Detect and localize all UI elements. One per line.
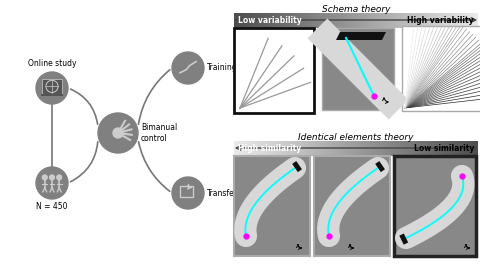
Circle shape: [98, 113, 138, 153]
Polygon shape: [399, 233, 408, 245]
Circle shape: [49, 175, 54, 180]
Polygon shape: [292, 161, 302, 172]
FancyBboxPatch shape: [234, 28, 314, 113]
Circle shape: [172, 52, 204, 84]
Text: High variability: High variability: [408, 16, 474, 25]
FancyBboxPatch shape: [42, 79, 61, 94]
FancyBboxPatch shape: [402, 26, 480, 111]
Text: High similarity: High similarity: [238, 144, 301, 153]
Text: Low similarity: Low similarity: [414, 144, 474, 153]
Circle shape: [36, 72, 68, 104]
Circle shape: [36, 167, 68, 199]
Text: Online study: Online study: [28, 59, 76, 68]
FancyBboxPatch shape: [394, 156, 476, 256]
Text: Schema theory: Schema theory: [322, 4, 390, 13]
FancyBboxPatch shape: [234, 156, 310, 256]
Circle shape: [172, 177, 204, 209]
Text: Low variability: Low variability: [238, 16, 302, 25]
Text: Transfer: Transfer: [207, 188, 238, 197]
Text: Identical elements theory: Identical elements theory: [298, 133, 414, 142]
Polygon shape: [336, 32, 386, 40]
Text: Bimanual
control: Bimanual control: [141, 123, 177, 143]
FancyBboxPatch shape: [41, 94, 63, 96]
Polygon shape: [375, 161, 385, 172]
FancyBboxPatch shape: [322, 28, 394, 110]
FancyBboxPatch shape: [314, 156, 390, 256]
Circle shape: [42, 175, 47, 180]
Bar: [308, 18, 408, 120]
Circle shape: [113, 128, 123, 138]
Text: N = 450: N = 450: [36, 202, 68, 211]
Circle shape: [57, 175, 61, 180]
Text: Training: Training: [207, 64, 238, 73]
